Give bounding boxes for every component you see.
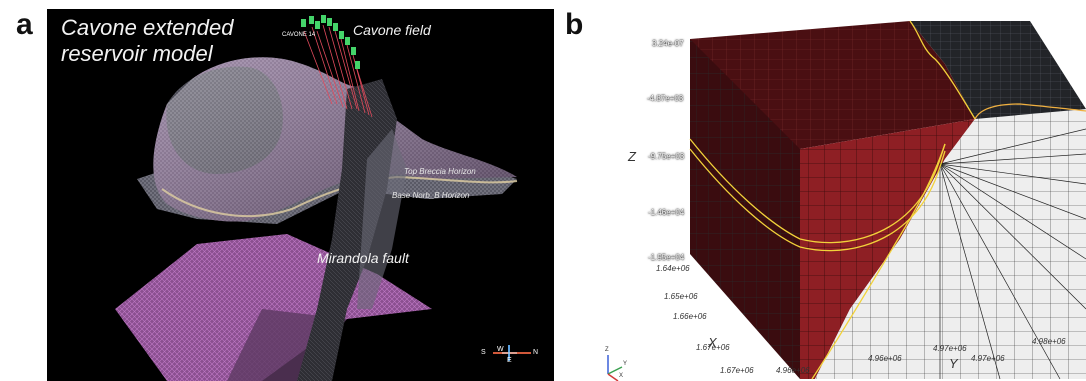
z-tick-4: -1.95e+04 [648,253,685,262]
well-label: CAVONE 14 [282,32,316,38]
block-top-right-face [910,21,1086,139]
panel-a-3d-reservoir-render: Cavone extended reservoir model Cavone f… [47,9,554,381]
y-tick-4: 4.98e+06 [1032,337,1066,346]
y-tick-2: 4.97e+06 [933,344,967,353]
white-face-fan-lines [939,128,1086,380]
x-tick-0: 1.64e+06 [656,264,690,273]
horizon-traces [689,20,1086,380]
z-tick-0: 3.24e-07 [652,39,684,48]
panel-b-mesh-block-render: 3.24e-07 -4.87e+03 -9.75e+03 -1.46e+04 -… [600,9,1086,381]
panel-a-letter: a [16,8,33,41]
top-breccia-label: Top Breccia Horizon [404,167,476,176]
y-tick-1: 4.96e+06 [868,354,902,363]
base-norb-label: Base Norb_B Horizon [392,191,470,200]
z-tick-3: -1.46e+04 [648,208,685,217]
mirandola-fault-label: Mirandola fault [317,250,409,266]
y-tick-0: 4.96e+06 [776,366,810,375]
compass-north-label: N [533,349,539,356]
x-tick-1: 1.65e+06 [664,292,698,301]
triad-z-label: Z [605,347,609,353]
z-tick-2: -9.75e+03 [648,152,685,161]
cavone-field-label: Cavone field [353,22,431,38]
axis-triad [607,355,623,381]
steep-fault-wall [297,79,407,381]
well-trajectories [303,24,373,118]
panel-a-title: Cavone extended reservoir model [61,15,234,66]
triad-x-label: X [619,373,624,379]
x-tick-3: 1.67e+06 [696,343,730,352]
well-head-markers [301,15,360,69]
z-tick-1: -4.87e+03 [647,94,684,103]
x-axis-label: X [708,335,717,350]
top-breccia-horizon-surface [153,57,518,222]
x-tick-4: 1.67e+06 [720,366,754,375]
reservoir-model-graphic [115,15,531,381]
y-axis-label: Y [949,356,958,371]
compass-rose [493,345,531,361]
triad-y-label: Y [623,361,628,367]
panel-b-letter: b [565,8,584,41]
x-tick-2: 1.66e+06 [673,312,707,321]
block-red-slope-face [800,119,975,379]
y-tick-3: 4.97e+06 [971,354,1005,363]
compass-west-label: W [497,346,504,353]
z-axis-label: Z [628,149,636,164]
mesh-block-graphic [607,20,1086,381]
block-white-side-face [815,109,1086,379]
compass-east-label: E [507,357,512,364]
compass-south-label: S [481,349,486,356]
